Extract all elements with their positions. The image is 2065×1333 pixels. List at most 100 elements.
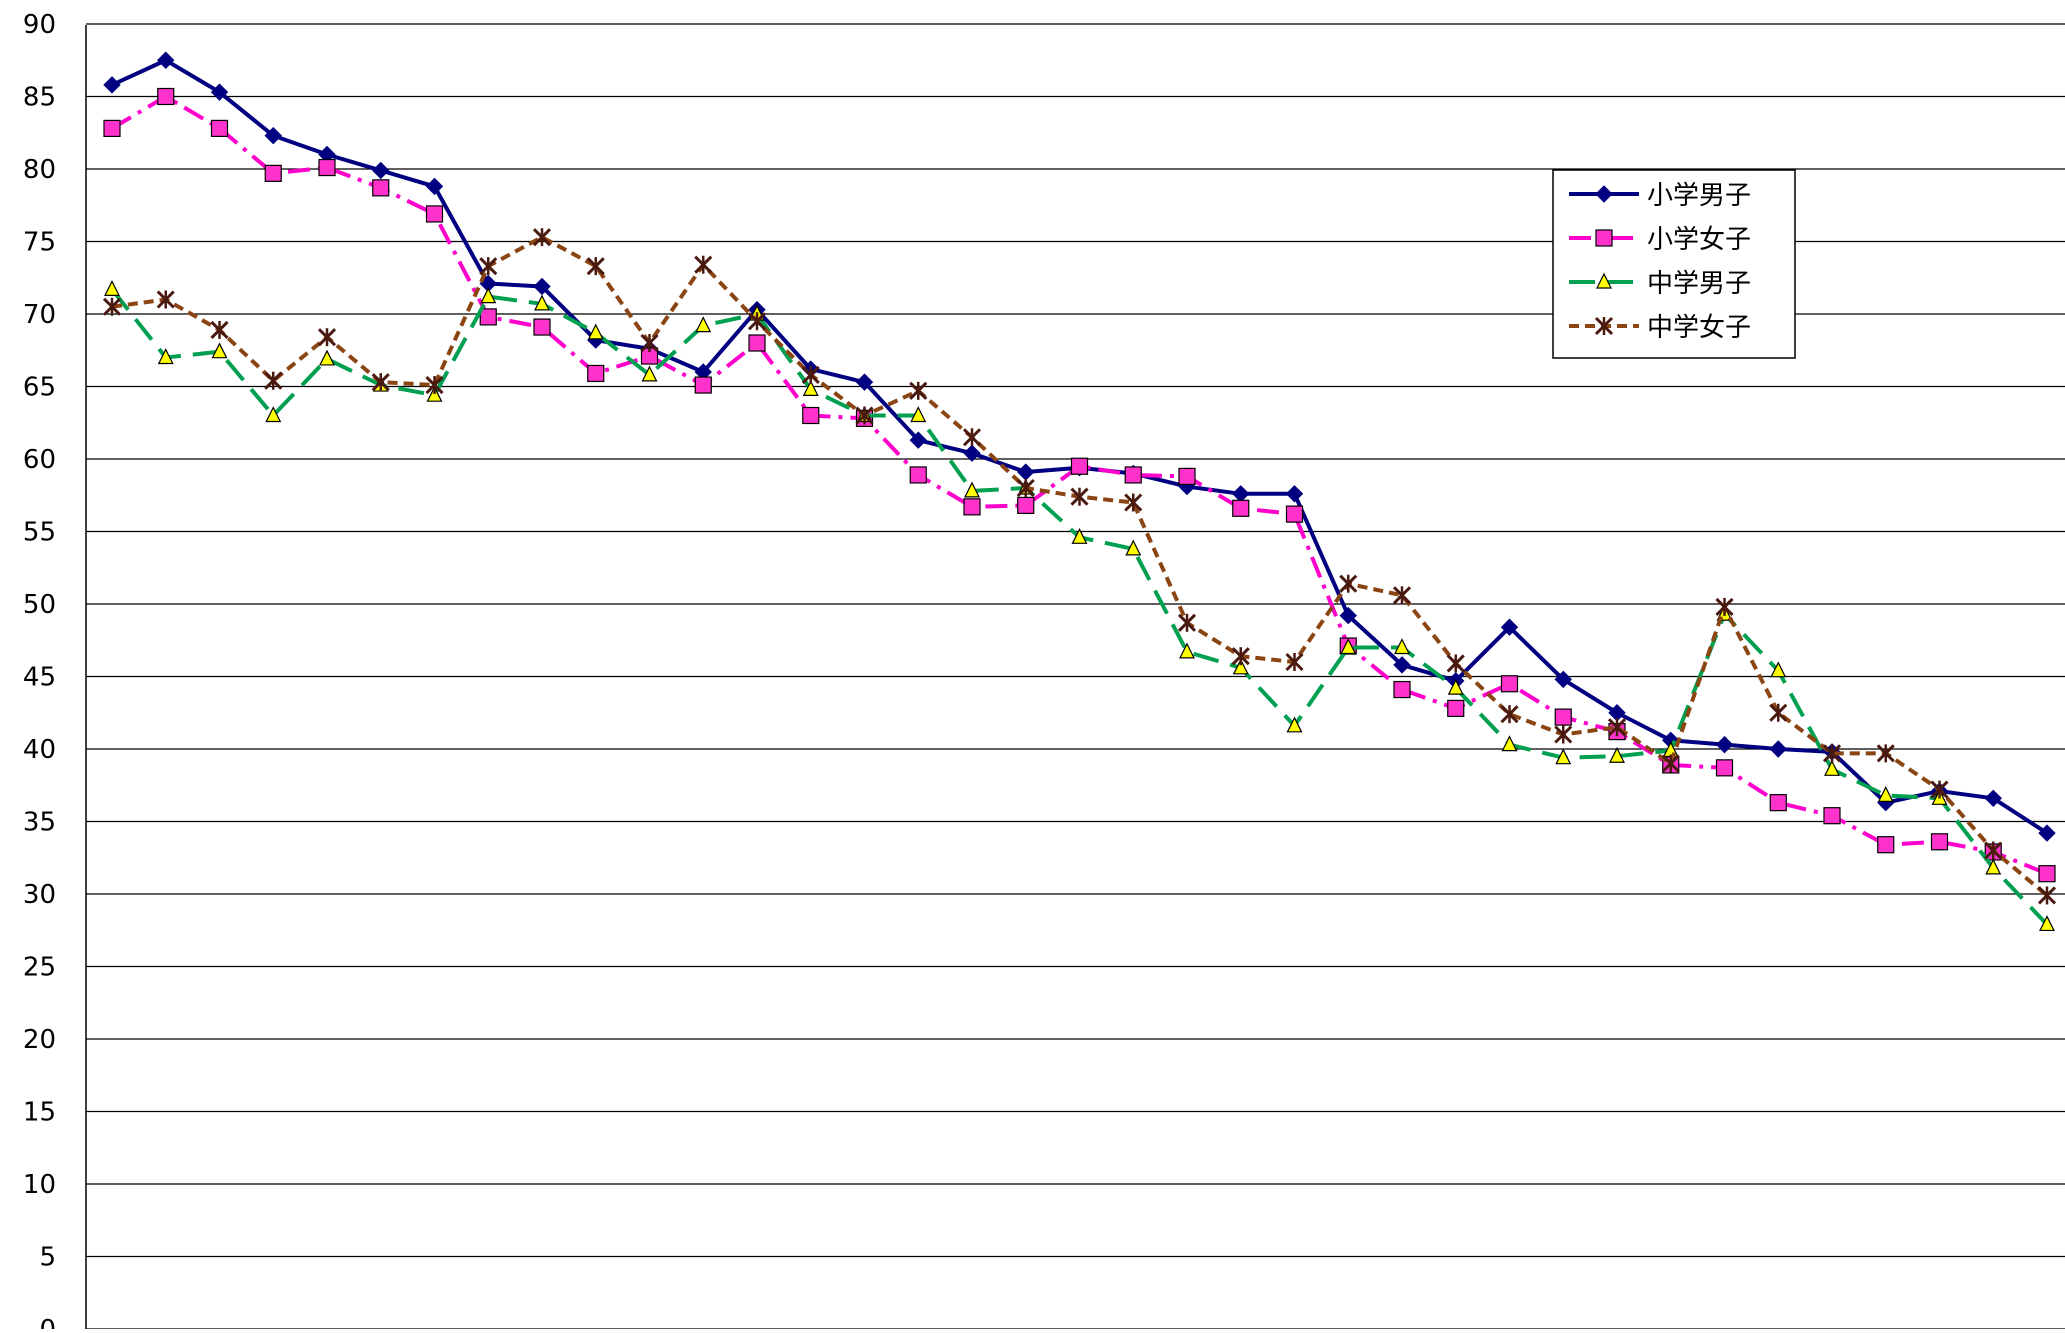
data-point [1609,746,1625,763]
legend-item: 小学女子 [1569,225,1751,255]
data-point [587,323,604,340]
data-point [1392,586,1412,605]
legend-label: 小学男子 [1647,181,1751,211]
data-point [1231,647,1250,666]
data-point [1769,703,1788,722]
data-point [1285,652,1304,672]
legend-marker [1595,229,1613,247]
data-point [1178,467,1196,485]
data-point [801,365,820,384]
data-point [1715,759,1734,777]
data-point [479,308,497,326]
data-point [264,126,282,145]
data-point [964,481,980,498]
data-point [1340,638,1357,655]
data-point [103,76,121,94]
data-point [1446,654,1465,673]
legend-item: 小学男子 [1569,181,1751,211]
data-point [1393,656,1411,674]
data-point [372,161,390,180]
data-point [640,333,659,353]
data-point [963,498,981,516]
data-point [1179,642,1195,659]
y-tick-label: 75 [23,228,56,258]
data-point [533,277,551,296]
y-tick-label: 45 [23,663,56,693]
data-point [1877,786,1894,803]
data-point [1339,574,1358,593]
data-point [1393,680,1411,699]
data-point [802,406,820,425]
data-point [1930,833,1949,851]
data-point [2038,865,2056,883]
data-point [2037,886,2057,905]
y-tick-label: 35 [23,808,56,838]
data-point [210,83,229,101]
data-point [532,228,552,247]
data-point [425,177,444,196]
data-point [479,257,498,276]
data-point [1769,794,1787,812]
legend-marker [1596,272,1612,289]
data-point [1554,670,1572,689]
data-point [909,466,927,484]
data-point [909,431,927,449]
data-point [1876,744,1895,763]
data-point [157,348,174,365]
data-point [1232,485,1250,503]
data-point [694,376,712,394]
data-point [211,342,228,359]
data-point [319,349,335,366]
y-tick-label: 50 [23,590,56,620]
data-point [963,444,981,462]
legend-marker [1594,316,1614,336]
data-point [747,312,767,331]
data-point [1125,539,1142,556]
data-point [1715,735,1734,754]
data-point [1769,740,1787,758]
data-point [910,406,927,423]
data-point [426,385,443,402]
series-lines [102,51,2057,932]
data-point [641,365,658,382]
legend-item: 中学男子 [1569,269,1751,299]
data-point [1500,705,1519,724]
y-tick-label: 70 [23,300,56,330]
data-point [1339,606,1357,625]
data-point [1877,836,1895,854]
y-tick-label: 15 [23,1098,56,1128]
data-point [2039,915,2055,932]
data-point [1124,466,1142,484]
data-point [317,328,337,347]
data-point [1824,759,1840,776]
data-point [1554,725,1573,744]
data-point [210,320,229,340]
data-point [1501,735,1518,752]
data-point [1823,807,1841,825]
y-tick-label: 55 [23,518,56,548]
data-point [1822,744,1842,763]
data-point [586,257,605,276]
y-tick-label: 65 [23,373,56,403]
data-point [1447,678,1464,695]
y-tick-label: 80 [23,155,56,185]
data-point [962,428,982,447]
data-point [909,381,928,400]
data-point [1286,716,1303,733]
data-point [103,119,121,138]
data-point [1661,754,1680,773]
data-point [265,406,282,423]
y-tick-label: 60 [23,445,56,475]
y-tick-label: 40 [23,735,56,765]
data-point [210,119,229,138]
series-3 [104,280,2055,932]
y-tick-label: 30 [23,880,56,910]
legend-label: 中学女子 [1647,313,1751,343]
data-point [1985,858,2002,875]
data-point [1930,780,1949,799]
y-tick-label: 0 [39,1315,56,1329]
data-point [1394,638,1410,655]
legend-marker [1595,185,1613,203]
